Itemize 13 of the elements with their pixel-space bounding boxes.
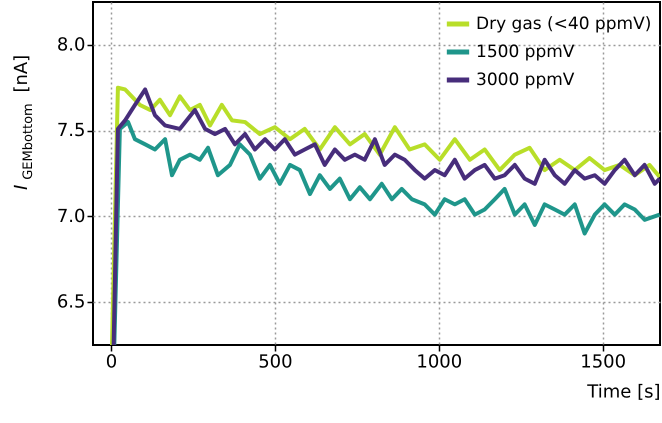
y-tick-label: 8.0 [56, 34, 86, 56]
y-tick-label: 7.0 [56, 206, 86, 227]
x-axis-title: Time [s] [586, 382, 660, 402]
x-tick-label: 0 [106, 352, 118, 372]
x-tick-label: 500 [258, 352, 293, 372]
legend-label: Dry gas (<40 ppmV) [476, 14, 652, 34]
legend-label: 3000 ppmV [476, 70, 575, 90]
y-tick-label: 6.5 [56, 292, 86, 313]
y-axis-title: IGEMbottom [nA] [11, 54, 36, 190]
legend-label: 1500 ppmV [476, 42, 575, 62]
y-tick-label: 7.5 [56, 120, 86, 142]
x-tick-label: 1000 [416, 352, 462, 372]
x-tick-label: 1500 [580, 352, 626, 372]
